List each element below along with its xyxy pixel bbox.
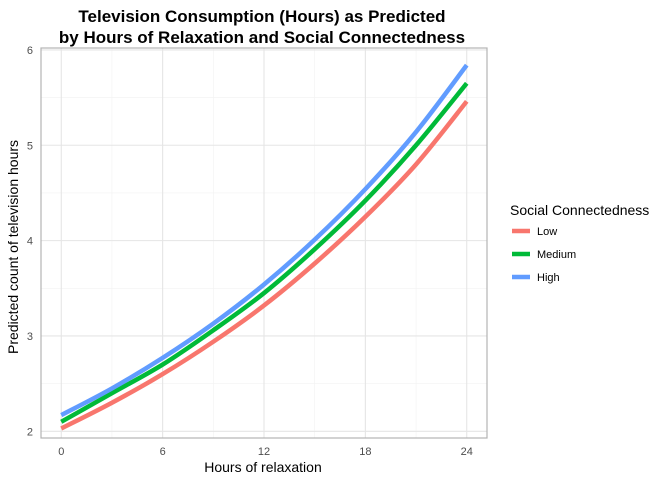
series-lines (60, 63, 469, 431)
y-axis-ticks: 2 3 4 5 6 (27, 45, 33, 438)
legend-label-low: Low (537, 226, 557, 238)
legend-label-medium: Medium (537, 249, 576, 261)
legend-title: Social Connectedness (510, 202, 649, 218)
series-line-medium (60, 81, 469, 424)
series-line-low (60, 99, 469, 431)
y-tick-label: 2 (27, 426, 33, 438)
legend-label-high: High (537, 272, 560, 284)
x-tick-label: 6 (160, 446, 166, 458)
legend: Social Connectedness Low Medium High (510, 202, 649, 284)
x-tick-label: 18 (359, 446, 371, 458)
x-tick-label: 24 (461, 446, 473, 458)
x-tick-label: 12 (258, 446, 270, 458)
y-tick-label: 6 (27, 45, 33, 57)
plot-panel-border (40, 47, 488, 439)
y-tick-label: 5 (27, 140, 33, 152)
x-axis-ticks: 0 6 12 18 24 (58, 446, 473, 458)
y-tick-label: 4 (27, 236, 33, 248)
chart-title-line-1: Television Consumption (Hours) as Predic… (78, 7, 445, 26)
chart-title-line-2: by Hours of Relaxation and Social Connec… (59, 28, 465, 47)
major-gridlines (41, 48, 487, 438)
series-line-high (60, 63, 469, 418)
x-axis-title: Hours of relaxation (204, 459, 322, 475)
x-tick-label: 0 (58, 446, 64, 458)
y-axis-title: Predicted count of television hours (5, 140, 21, 354)
y-tick-label: 3 (27, 331, 33, 343)
legend-keys: Low Medium High (512, 226, 576, 284)
